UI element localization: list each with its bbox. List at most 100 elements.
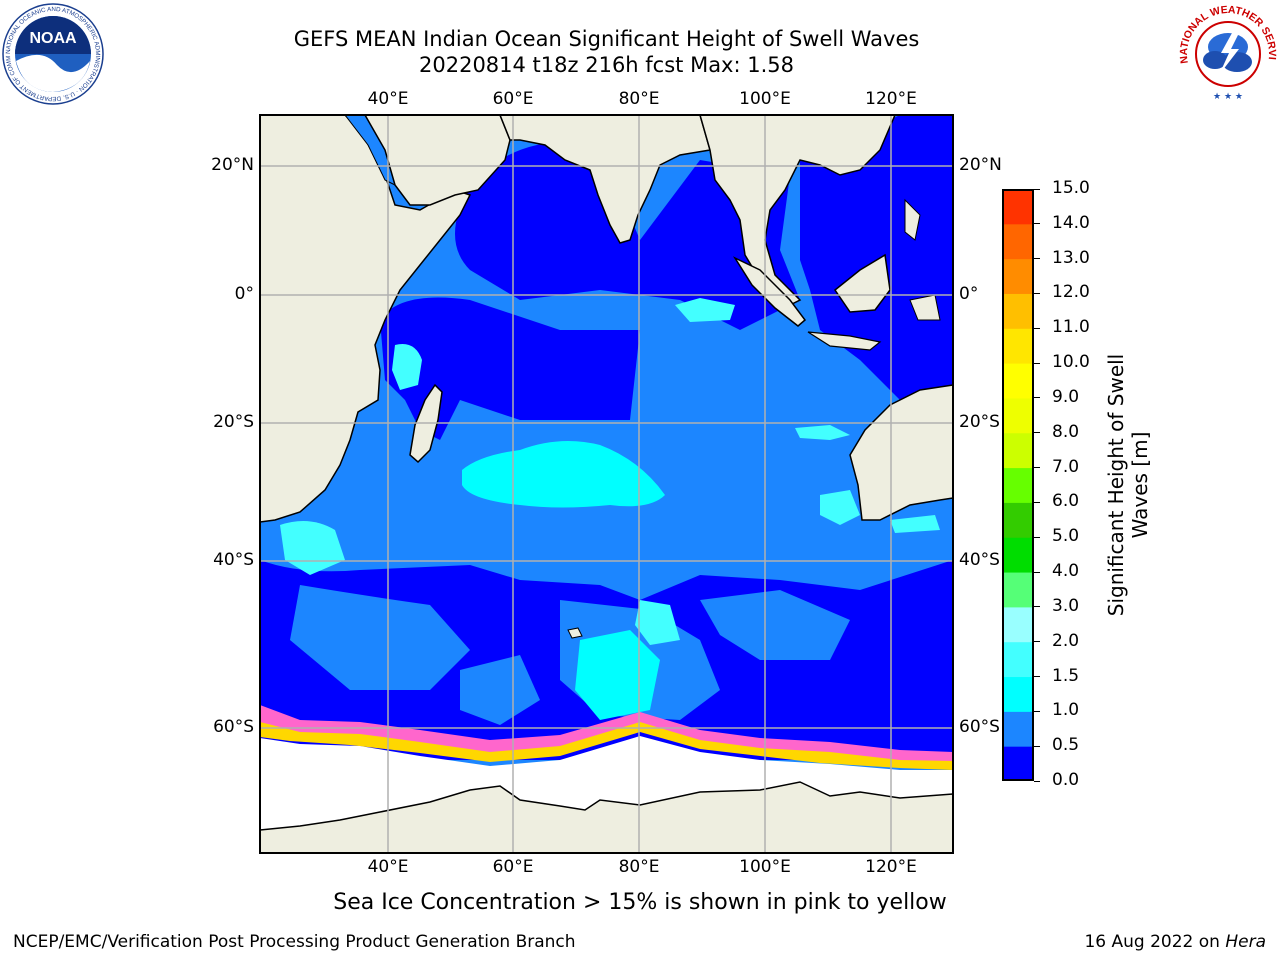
left-lat-label: 20°N <box>211 155 254 175</box>
borneo <box>833 253 891 313</box>
colorbar-tick-label: 9.0 <box>1052 386 1080 407</box>
sea-ice-edge <box>260 705 953 770</box>
colorbar-tick-label: 6.0 <box>1052 491 1080 512</box>
footer-machine: Hera <box>1225 932 1266 952</box>
nws-logo: NATIONAL WEATHER SERVICE ★ ★ ★ <box>1173 0 1279 105</box>
colorbar-tick-mark <box>1034 536 1040 538</box>
colorbar-segment <box>1002 363 1034 399</box>
colorbar-segment <box>1002 746 1034 781</box>
colorbar-tick-mark <box>1034 327 1040 329</box>
colorbar-tick-mark <box>1034 397 1040 399</box>
colorbar-tick-label: 12.0 <box>1052 282 1090 303</box>
colorbar-tick-label: 11.0 <box>1052 317 1090 338</box>
colorbar-tick-mark <box>1034 467 1040 469</box>
colorbar-segment <box>1002 641 1034 678</box>
colorbar <box>1002 189 1034 781</box>
sea-ice-caption: Sea Ice Concentration > 15% is shown in … <box>333 890 947 915</box>
svg-text:★ ★ ★: ★ ★ ★ <box>1213 92 1243 102</box>
footer-credit: NCEP/EMC/Verification Post Processing Pr… <box>13 932 576 952</box>
bottom-lon-label: 80°E <box>618 857 660 877</box>
colorbar-tick-label: 0.5 <box>1052 735 1080 756</box>
colorbar-segment <box>1002 397 1034 434</box>
india <box>499 115 711 244</box>
colorbar-frame <box>1002 189 1034 781</box>
right-lat-label: 0° <box>959 284 979 304</box>
left-lat-label: 60°S <box>213 717 254 737</box>
colorbar-tick-mark <box>1034 501 1040 503</box>
left-lat-label: 0° <box>234 284 254 304</box>
top-lon-label: 100°E <box>739 89 791 109</box>
bottom-lon-label: 40°E <box>367 857 409 877</box>
chart-subtitle: 20220814 t18z 216h fcst Max: 1.58 <box>419 53 794 77</box>
bottom-lon-label: 100°E <box>739 857 791 877</box>
right-lat-label: 20°N <box>959 155 1002 175</box>
colorbar-tick-mark <box>1034 258 1040 260</box>
colorbar-segment <box>1002 502 1034 538</box>
colorbar-tick-label: 0.0 <box>1052 770 1080 790</box>
colorbar-tick-mark <box>1034 223 1040 225</box>
footer-date: 16 Aug 2022 on Hera <box>1084 932 1266 952</box>
colorbar-label-line1: Significant Height of Swell <box>1104 353 1128 617</box>
colorbar-tick-mark <box>1034 780 1040 782</box>
colorbar-segment <box>1002 606 1034 643</box>
top-lon-label: 60°E <box>492 89 534 109</box>
noaa-logo-text: NOAA <box>29 30 77 47</box>
colorbar-tick-mark <box>1034 710 1040 712</box>
colorbar-segment <box>1002 223 1034 260</box>
colorbar-segment <box>1002 432 1034 469</box>
chart-title: GEFS MEAN Indian Ocean Significant Heigh… <box>293 27 920 51</box>
colorbar-tick-mark <box>1034 188 1040 190</box>
colorbar-label: Significant Height of Swell Waves [m] <box>1104 354 1152 616</box>
right-lat-label: 40°S <box>959 550 1000 570</box>
colorbar-segment <box>1002 293 1034 329</box>
bottom-lon-label: 120°E <box>865 857 917 877</box>
colorbar-segment <box>1002 572 1034 608</box>
colorbar-tick-label: 1.0 <box>1052 700 1080 721</box>
left-lat-label: 40°S <box>213 550 254 570</box>
colorbar-tick-label: 10.0 <box>1052 352 1090 373</box>
colorbar-tick-label: 14.0 <box>1052 212 1090 233</box>
colorbar-tick-label: 8.0 <box>1052 421 1080 442</box>
colorbar-tick-mark <box>1034 362 1040 364</box>
graticule <box>260 115 953 853</box>
antarctica <box>260 781 953 853</box>
colorbar-tick-mark <box>1034 571 1040 573</box>
colorbar-tick-mark <box>1034 745 1040 747</box>
left-lat-label: 20°S <box>213 412 254 432</box>
footer-date-text: 16 Aug 2022 on <box>1084 932 1226 952</box>
colorbar-segment <box>1002 328 1034 364</box>
colorbar-segment <box>1002 467 1034 503</box>
colorbar-tick-mark <box>1034 641 1040 643</box>
right-lat-label: 20°S <box>959 412 1000 432</box>
map-panel <box>259 114 954 854</box>
java <box>807 331 882 351</box>
colorbar-tick-label: 13.0 <box>1052 247 1090 268</box>
colorbar-tick-label: 4.0 <box>1052 561 1080 582</box>
africa <box>260 115 472 523</box>
bottom-lon-label: 60°E <box>492 857 534 877</box>
colorbar-tick-mark <box>1034 676 1040 678</box>
colorbar-tick-label: 3.0 <box>1052 595 1080 616</box>
top-lon-label: 120°E <box>865 89 917 109</box>
colorbar-tick-label: 1.5 <box>1052 665 1080 686</box>
colorbar-tick-mark <box>1034 292 1040 294</box>
colorbar-segment <box>1002 676 1034 712</box>
colorbar-tick-label: 15.0 <box>1052 178 1090 198</box>
colorbar-tick-label: 2.0 <box>1052 630 1080 651</box>
southeast-asia <box>699 115 896 306</box>
colorbar-label-line2: Waves [m] <box>1128 431 1152 539</box>
noaa-logo: NOAA NATIONAL OCEANIC AND ATMOSPHERIC AD… <box>0 0 104 105</box>
top-lon-label: 40°E <box>367 89 409 109</box>
colorbar-tick-mark <box>1034 606 1040 608</box>
colorbar-segment <box>1002 711 1034 747</box>
colorbar-tick-label: 7.0 <box>1052 456 1080 477</box>
top-lon-label: 80°E <box>618 89 660 109</box>
right-lat-label: 60°S <box>959 717 1000 737</box>
maritime-low <box>800 115 953 400</box>
colorbar-segment <box>1002 258 1034 294</box>
western-basin-low <box>380 297 640 440</box>
colorbar-segment <box>1002 537 1034 573</box>
colorbar-tick-mark <box>1034 432 1040 434</box>
colorbar-segment <box>1002 189 1034 225</box>
australia <box>849 384 953 521</box>
